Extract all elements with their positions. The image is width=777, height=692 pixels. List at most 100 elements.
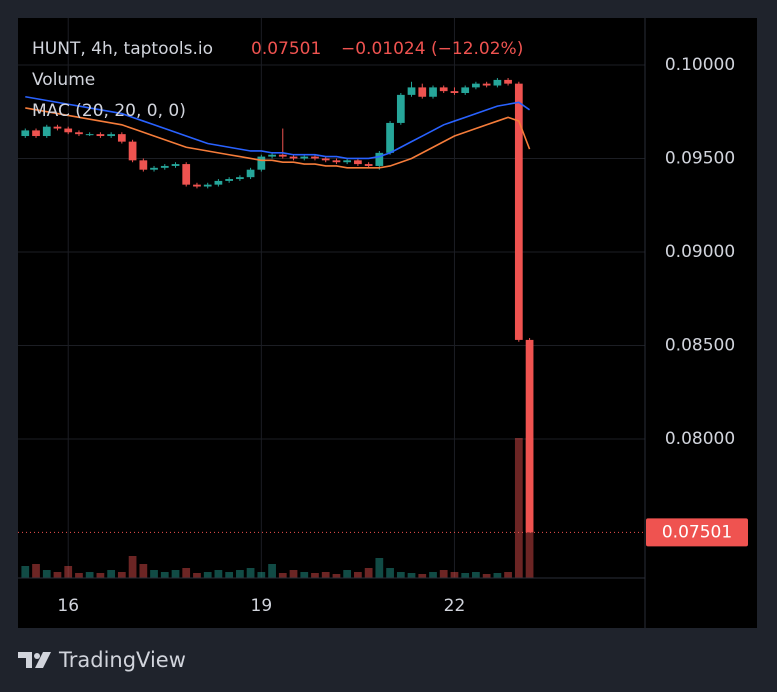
volume-bar: [493, 573, 502, 578]
volume-bar: [429, 572, 437, 578]
volume-bar: [482, 574, 491, 578]
candle-body: [160, 165, 169, 168]
volume-bar: [514, 438, 523, 578]
candle-body: [429, 87, 437, 97]
candle-body: [203, 184, 212, 187]
candle-body: [289, 156, 298, 159]
volume-bar: [182, 568, 191, 578]
candle-body: [53, 126, 62, 129]
candle-body: [96, 134, 105, 137]
volume-bar: [203, 572, 212, 578]
candle-body: [42, 126, 51, 137]
candle-body: [300, 156, 309, 159]
x-tick-label: 16: [57, 596, 79, 616]
y-tick-label: 0.09000: [665, 242, 735, 262]
candle-body: [407, 87, 416, 95]
volume-bar: [343, 570, 352, 578]
volume-bar: [64, 566, 73, 578]
y-tick-label: 0.09500: [665, 148, 735, 168]
volume-bar: [472, 572, 480, 578]
tradingview-logo: [18, 652, 51, 668]
last-price: 0.07501: [251, 39, 321, 59]
axes: 0.10000 0.09500 0.09000 0.08500 0.08000 16 19 2…: [57, 55, 748, 616]
volume-bar: [42, 570, 51, 578]
candle-body: [150, 167, 158, 170]
volume-bar: [171, 570, 180, 578]
candle-body: [64, 128, 73, 133]
candle-body: [375, 152, 384, 166]
footer-brand: TradingView: [58, 648, 186, 672]
volume-bar: [450, 572, 459, 578]
volume-bar: [139, 564, 148, 578]
volume-label: Volume: [32, 70, 95, 90]
y-tick-label: 0.08000: [665, 429, 735, 449]
volume-bar: [396, 572, 405, 578]
volume-bar: [354, 572, 362, 578]
candle-body: [450, 91, 459, 94]
candle-body: [321, 158, 330, 161]
candle-body: [75, 132, 83, 135]
volume-bar: [461, 573, 470, 578]
change: −0.01024: [341, 39, 426, 59]
volume-bar: [375, 558, 384, 578]
volume-bar: [246, 568, 255, 578]
volume-bar: [257, 572, 266, 578]
candle-body: [504, 79, 512, 84]
volume-bar: [386, 568, 394, 578]
last-price-label: 0.07501: [662, 522, 732, 542]
candle-body: [171, 164, 180, 166]
candle-body: [514, 83, 523, 340]
volume-bar: [236, 570, 244, 578]
volume-bar: [150, 570, 158, 578]
x-tick-label: 19: [251, 596, 273, 616]
candle-body: [139, 160, 148, 170]
marks: [18, 78, 645, 533]
moving-average-line: [25, 95, 531, 160]
candle-body: [472, 83, 480, 88]
volume-bar: [439, 570, 448, 578]
candle-body: [246, 169, 255, 178]
candle-body: [85, 134, 94, 136]
candle-body: [128, 141, 137, 161]
candle-body: [343, 160, 352, 163]
chart-title: HUNT, 4h, taptools.io: [32, 39, 213, 59]
candle-body: [439, 87, 448, 92]
y-tick-label: 0.08500: [665, 336, 735, 356]
candle-body: [332, 160, 341, 163]
candle-body: [482, 83, 491, 86]
volume-bar: [289, 570, 298, 578]
volume-bar: [32, 564, 40, 578]
candle-body: [418, 87, 427, 97]
x-tick-label: 22: [444, 596, 466, 616]
candle-body: [225, 179, 234, 181]
candle-body: [525, 339, 534, 533]
candle-body: [214, 180, 223, 185]
candle-body: [236, 177, 244, 180]
volume-bar: [418, 574, 427, 578]
volume-bar: [193, 573, 201, 578]
moving-average-line: [25, 107, 531, 169]
volume-bar: [321, 572, 330, 578]
candle-body: [386, 122, 394, 153]
candle-body: [493, 79, 502, 86]
volume-bar: [117, 572, 126, 578]
volume-bar: [407, 573, 416, 578]
candle-body: [364, 164, 373, 166]
volume-bar: [504, 572, 512, 578]
indicator-label: MAC (20, 20, 0, 0): [32, 101, 186, 121]
candle-body: [117, 134, 126, 142]
volume-bar: [278, 573, 287, 578]
candle-body: [354, 160, 362, 165]
volume-bar: [96, 573, 105, 578]
candle-body: [278, 154, 287, 157]
volume-bar: [332, 574, 341, 578]
volume-bar: [75, 573, 83, 578]
volume-bar: [21, 566, 30, 578]
candle-body: [311, 156, 319, 159]
volume-bar: [300, 572, 309, 578]
grid: [18, 18, 645, 578]
volume-bar: [364, 568, 373, 578]
volume-bar: [107, 570, 116, 578]
